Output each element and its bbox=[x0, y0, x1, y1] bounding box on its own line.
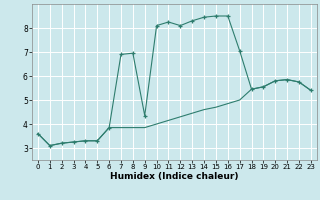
X-axis label: Humidex (Indice chaleur): Humidex (Indice chaleur) bbox=[110, 172, 239, 181]
